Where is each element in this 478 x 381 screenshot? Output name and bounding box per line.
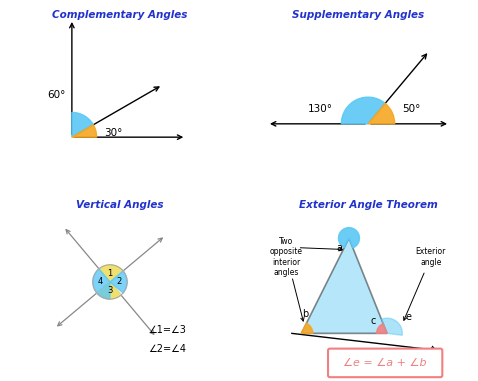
Polygon shape: [301, 238, 387, 333]
Wedge shape: [301, 323, 313, 333]
Text: 4: 4: [98, 277, 103, 287]
Text: 30°: 30°: [105, 128, 123, 138]
Wedge shape: [381, 318, 402, 335]
Wedge shape: [72, 112, 93, 137]
Text: 1: 1: [108, 269, 113, 278]
Wedge shape: [377, 323, 387, 333]
Text: 50°: 50°: [402, 104, 421, 114]
Wedge shape: [99, 265, 123, 282]
Wedge shape: [72, 125, 97, 137]
Text: Two
opposite
interior
angles: Two opposite interior angles: [270, 237, 303, 277]
Text: ∠1=∠3: ∠1=∠3: [148, 325, 186, 335]
Text: 130°: 130°: [308, 104, 333, 114]
Wedge shape: [368, 103, 395, 124]
Text: Vertical Angles: Vertical Angles: [76, 200, 163, 210]
Text: 60°: 60°: [47, 90, 66, 100]
Text: a: a: [337, 243, 342, 253]
Wedge shape: [341, 97, 385, 124]
Text: 3: 3: [107, 286, 113, 295]
Text: Exterior
angle: Exterior angle: [416, 248, 446, 267]
Text: b: b: [302, 309, 308, 319]
Text: Supplementary Angles: Supplementary Angles: [293, 10, 424, 19]
Text: Complementary Angles: Complementary Angles: [52, 10, 187, 19]
Text: c: c: [370, 316, 376, 326]
FancyBboxPatch shape: [328, 349, 442, 377]
Wedge shape: [338, 228, 359, 248]
Text: ∠e = ∠a + ∠b: ∠e = ∠a + ∠b: [343, 358, 427, 368]
Text: ∠2=∠4: ∠2=∠4: [148, 344, 186, 354]
Text: 2: 2: [117, 277, 122, 287]
Wedge shape: [93, 269, 110, 299]
Wedge shape: [110, 271, 127, 293]
Text: Exterior Angle Theorem: Exterior Angle Theorem: [299, 200, 437, 210]
Text: e: e: [405, 312, 411, 322]
Wedge shape: [97, 282, 121, 299]
